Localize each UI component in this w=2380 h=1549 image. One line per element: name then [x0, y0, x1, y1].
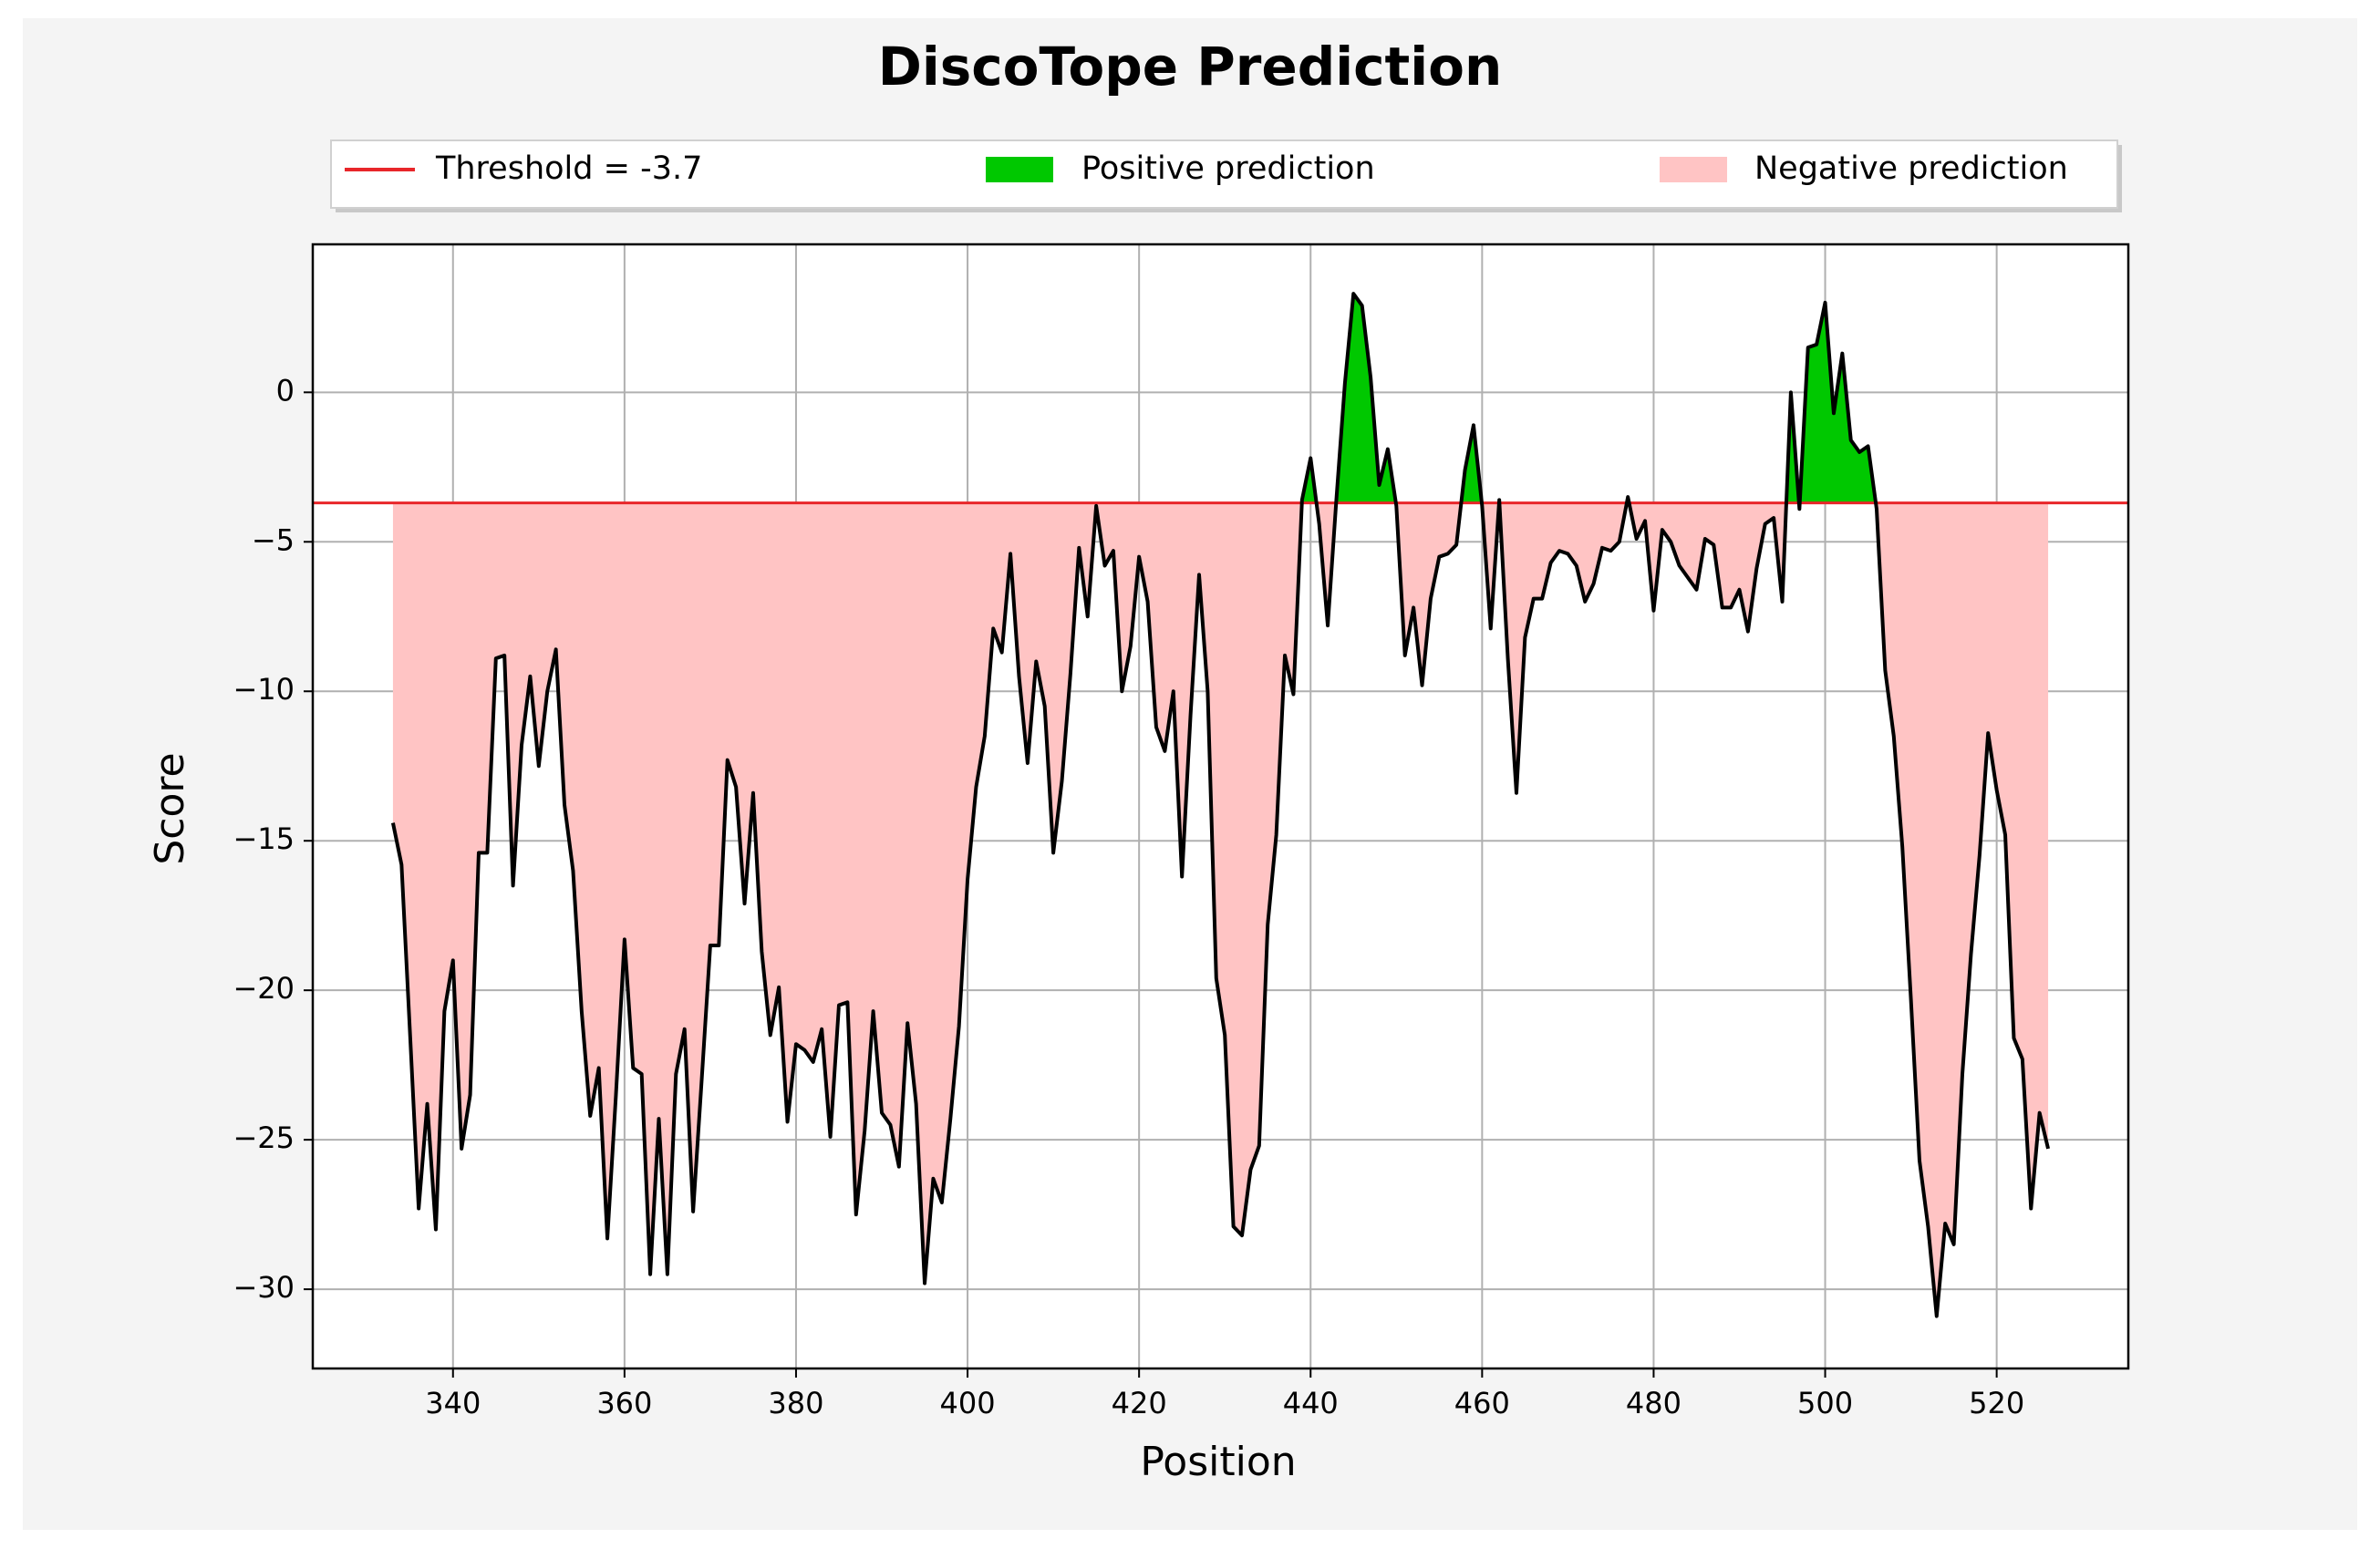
fills	[392, 294, 2049, 1317]
y-tick-label: −25	[233, 1120, 295, 1155]
y-tick-label: −15	[233, 821, 295, 856]
x-tick-label: 460	[1454, 1386, 1510, 1420]
legend-box	[330, 139, 2118, 209]
legend-swatch	[1660, 157, 1727, 182]
y-tick-label: 0	[276, 373, 295, 408]
plot-frame	[311, 243, 2130, 1370]
x-tick-label: 440	[1283, 1386, 1339, 1420]
x-tick-label: 420	[1112, 1386, 1167, 1420]
legend-label: Threshold = -3.7	[435, 150, 702, 187]
legend-swatch	[986, 157, 1053, 182]
x-tick-label: 360	[596, 1386, 652, 1420]
x-tick-label: 520	[1969, 1386, 2024, 1420]
y-tick-label: −20	[233, 971, 295, 1006]
chart-title: DiscoTope Prediction	[878, 36, 1503, 98]
legend-label: Positive prediction	[1081, 150, 1375, 187]
x-tick-label: 500	[1797, 1386, 1853, 1420]
legend-label: Negative prediction	[1754, 150, 2068, 187]
ticks: 340 360 380 400 420 440 460 480 500 520 −30 −25 −20 −…	[233, 373, 2024, 1420]
y-tick-label: −5	[252, 522, 295, 557]
x-tick-label: 380	[768, 1386, 823, 1420]
legend: Threshold = -3.7 Positive prediction Negat…	[330, 139, 2122, 212]
y-tick-label: −30	[233, 1270, 295, 1305]
y-axis-label: Score	[147, 752, 193, 864]
y-tick-label: −10	[233, 672, 295, 707]
x-tick-label: 340	[425, 1386, 481, 1420]
x-axis-label: Position	[1140, 1439, 1296, 1485]
lines	[313, 292, 2128, 1318]
negative-area	[392, 502, 2049, 1317]
score-line	[390, 292, 2051, 1318]
x-tick-label: 400	[940, 1386, 996, 1420]
x-tick-label: 480	[1626, 1386, 1682, 1420]
